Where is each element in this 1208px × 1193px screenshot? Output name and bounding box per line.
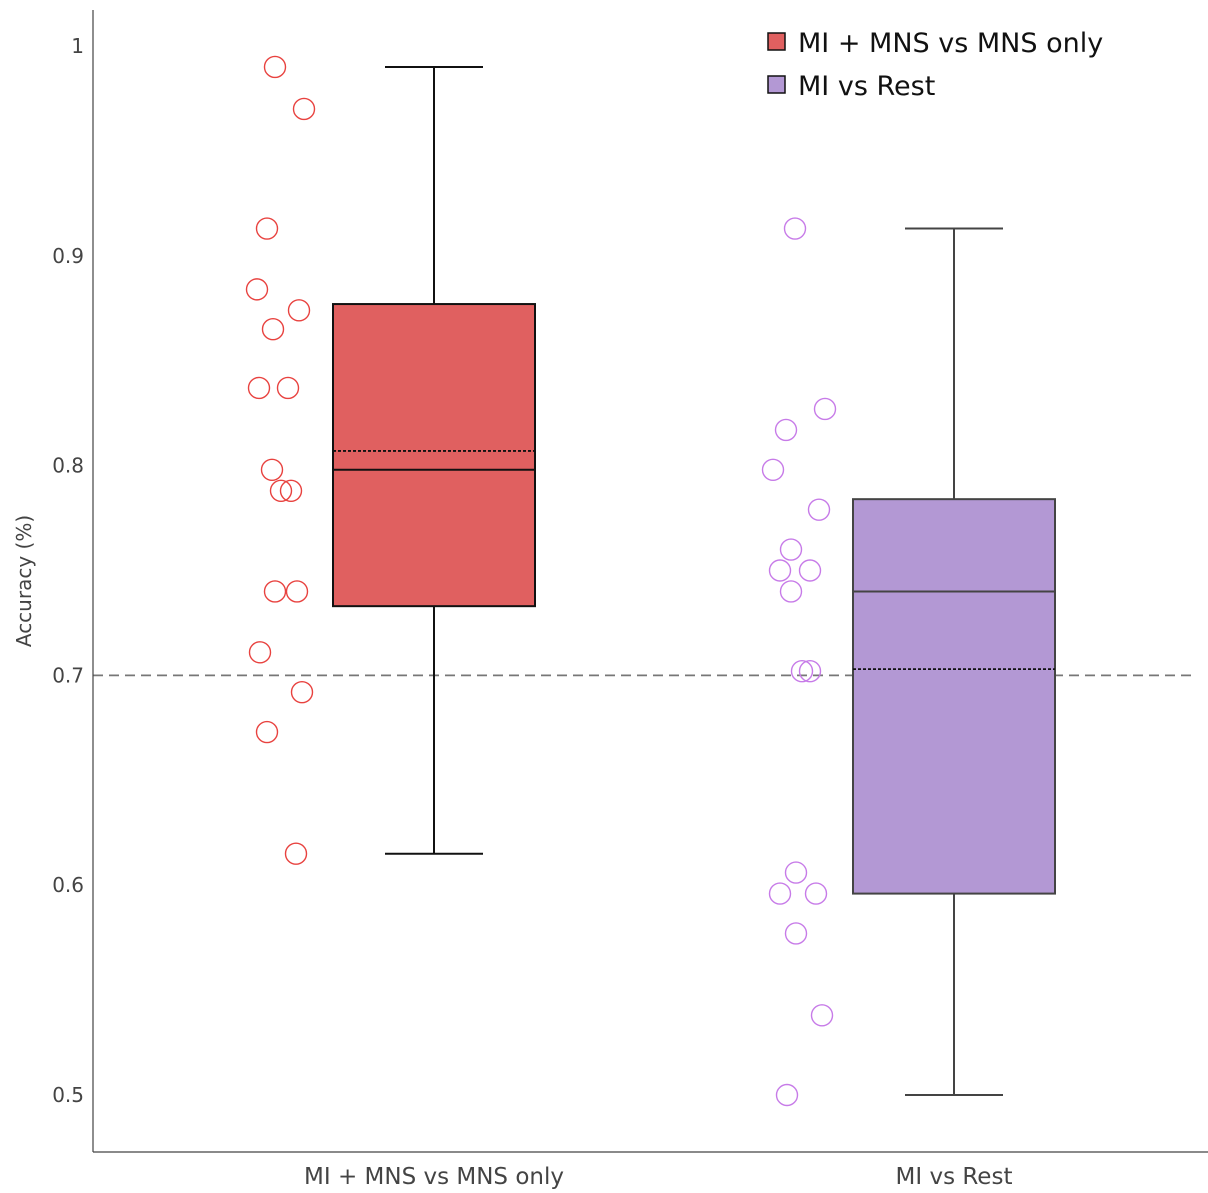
- data-point: [263, 55, 287, 79]
- legend-swatch: [767, 75, 786, 94]
- y-tick-labels: 0.5 0.6 0.7 0.8 0.9 1: [52, 34, 84, 1107]
- data-point: [245, 278, 269, 301]
- legend-label: MI vs Rest: [798, 71, 935, 102]
- data-point: [807, 498, 831, 521]
- data-point: [285, 580, 309, 603]
- data-point: [292, 97, 316, 121]
- data-point: [247, 376, 271, 400]
- box-iqr: [852, 498, 1056, 895]
- data-point: [798, 559, 822, 582]
- legend-label: MI + MNS vs MNS only: [798, 28, 1103, 59]
- data-point: [248, 641, 272, 664]
- data-point: [804, 882, 828, 905]
- data-point: [775, 1083, 799, 1107]
- x-category-label: MI + MNS vs MNS only: [304, 1164, 564, 1190]
- legend-swatch: [767, 32, 786, 51]
- axes-layer: Accuracy (%): [12, 10, 1208, 1153]
- data-point: [784, 922, 808, 945]
- data-point: [784, 861, 808, 884]
- data-point: [290, 680, 314, 704]
- data-point: [774, 418, 798, 442]
- series-group: [761, 217, 1056, 1107]
- data-point: [260, 458, 284, 481]
- data-point: [255, 720, 279, 744]
- data-point: [284, 842, 308, 865]
- y-tick-label: 1: [71, 34, 84, 58]
- data-point: [269, 479, 293, 502]
- data-point: [783, 217, 807, 240]
- legend: MI + MNS vs MNS only MI vs Rest: [767, 28, 1103, 102]
- y-tick-label: 0.8: [52, 454, 84, 478]
- data-point: [261, 318, 285, 341]
- data-point: [768, 559, 792, 582]
- y-tick-label: 0.6: [52, 873, 84, 897]
- data-point: [768, 882, 792, 905]
- series-layer: [245, 55, 1056, 1107]
- data-point: [779, 580, 803, 603]
- data-point: [263, 580, 287, 603]
- data-point: [761, 458, 785, 481]
- x-category-label: MI vs Rest: [896, 1164, 1013, 1190]
- box-iqr: [332, 303, 536, 608]
- data-point: [287, 299, 311, 322]
- data-point: [813, 397, 837, 421]
- y-tick-label: 0.7: [52, 663, 84, 687]
- data-point: [276, 376, 300, 400]
- data-point: [798, 660, 822, 683]
- data-point: [810, 1004, 834, 1027]
- data-point: [779, 538, 803, 561]
- series-group: [245, 55, 536, 865]
- y-axis-title: Accuracy (%): [12, 515, 36, 647]
- x-category-labels: MI + MNS vs MNS only MI vs Rest: [304, 1164, 1012, 1190]
- data-point: [279, 479, 303, 502]
- data-point: [790, 660, 814, 683]
- y-tick-label: 0.5: [52, 1083, 84, 1107]
- y-tick-label: 0.9: [52, 244, 84, 268]
- data-point: [255, 217, 279, 240]
